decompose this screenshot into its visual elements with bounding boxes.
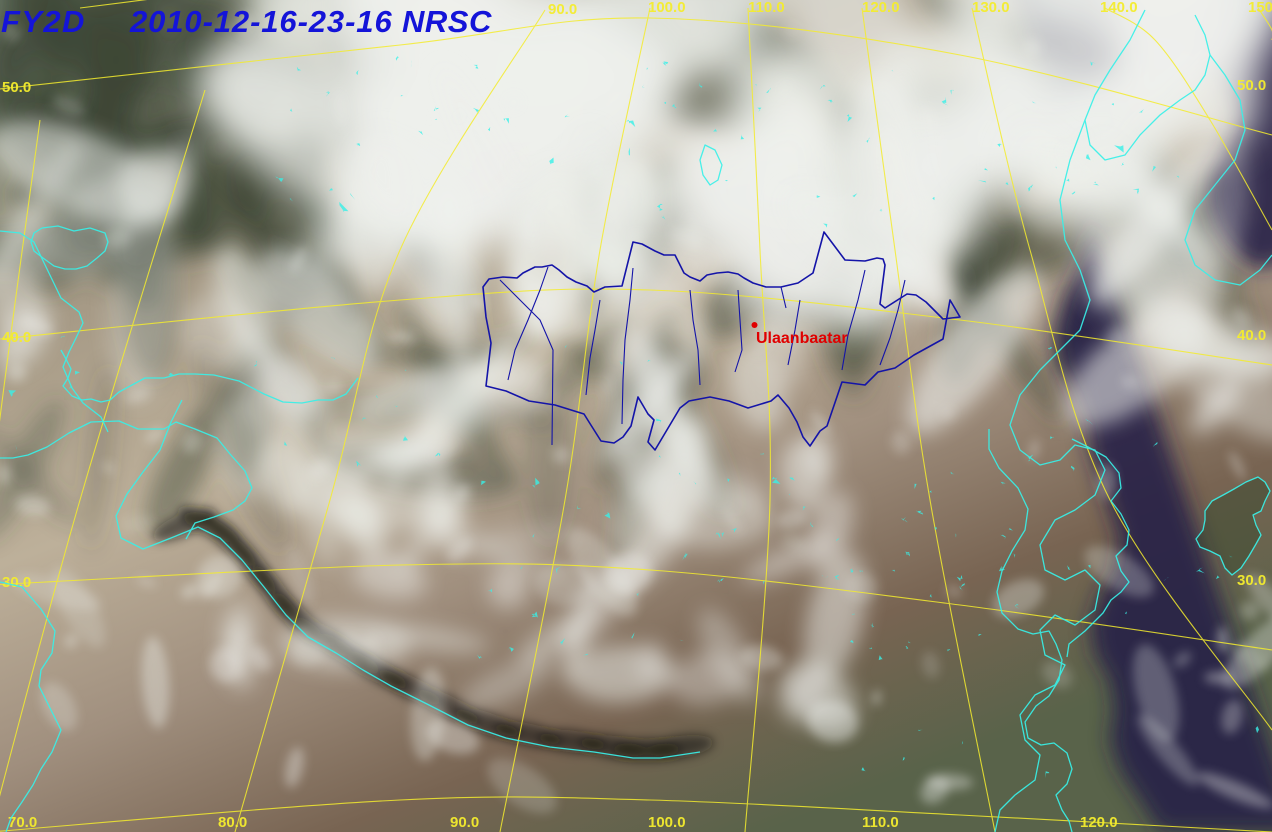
svg-text:110.0: 110.0 — [748, 0, 785, 16]
svg-text:40.0: 40.0 — [1237, 327, 1266, 344]
svg-text:100.0: 100.0 — [648, 814, 686, 831]
svg-text:30.0: 30.0 — [1237, 572, 1266, 589]
svg-text:NRSC: NRSC — [402, 4, 492, 39]
svg-text:80.0: 80.0 — [218, 814, 247, 831]
svg-text:130.0: 130.0 — [972, 0, 1010, 16]
svg-text:140.0: 140.0 — [1100, 0, 1138, 16]
svg-text:90.0: 90.0 — [548, 1, 577, 18]
svg-text:50.0: 50.0 — [1237, 77, 1266, 94]
svg-text:2010-12-16-23-16: 2010-12-16-23-16 — [129, 4, 393, 39]
svg-text:90.0: 90.0 — [450, 814, 479, 831]
svg-text:30.0: 30.0 — [2, 574, 31, 591]
svg-text:FY2D: FY2D — [1, 4, 86, 39]
svg-text:110.0: 110.0 — [862, 814, 899, 831]
svg-text:40.0: 40.0 — [2, 329, 31, 346]
svg-text:150.0: 150.0 — [1248, 0, 1272, 16]
svg-text:50.0: 50.0 — [2, 79, 31, 96]
svg-text:120.0: 120.0 — [862, 0, 900, 16]
svg-text:Ulaanbaatar: Ulaanbaatar — [756, 330, 848, 347]
svg-text:120.0: 120.0 — [1080, 814, 1118, 831]
svg-text:100.0: 100.0 — [648, 0, 686, 16]
